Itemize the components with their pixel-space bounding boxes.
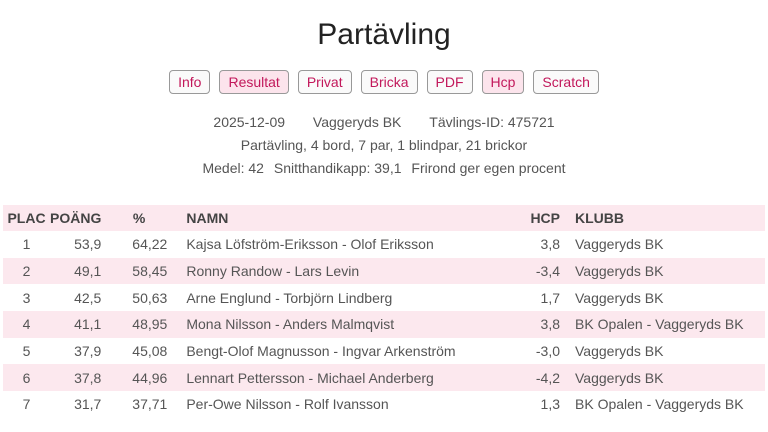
table-cell: 7 <box>22 396 31 413</box>
table-cell: Lennart Pettersson - Michael Anderberg <box>186 369 434 386</box>
event-id: Tävlings-ID: 475721 <box>429 114 555 130</box>
table-cell: 5 <box>22 343 31 360</box>
table-cell: 50,63 <box>132 289 168 306</box>
table-cell: Arne Englund - Torbjörn Lindberg <box>186 289 393 306</box>
table-cell: 1,3 <box>540 396 560 413</box>
table-cell: Vaggeryds BK <box>575 236 664 253</box>
snitthandikapp: Snitthandikapp: 39,1 <box>273 160 402 176</box>
info-button[interactable]: Info <box>169 70 211 94</box>
event-date: 2025-12-09 <box>213 114 286 130</box>
table-cell: Bengt-Olof Magnusson - Ingvar Arkenström <box>186 343 456 360</box>
table-cell: 48,95 <box>132 316 168 333</box>
bricka-button[interactable]: Bricka <box>360 70 418 94</box>
table-cell: Mona Nilsson - Anders Malmqvist <box>186 316 395 333</box>
table-cell: Vaggeryds BK <box>575 343 664 360</box>
table-cell: 37,9 <box>74 343 102 360</box>
table-cell: Vaggeryds BK <box>575 263 664 280</box>
column-header: NAMN <box>186 210 229 226</box>
column-header: % <box>132 210 146 226</box>
table-cell: 58,45 <box>132 263 168 280</box>
table-cell: 3,8 <box>540 316 560 333</box>
privat-button[interactable]: Privat <box>297 70 352 94</box>
table-cell: 49,1 <box>74 263 102 280</box>
table-cell: 1 <box>22 236 31 253</box>
table-cell: 64,22 <box>132 236 168 253</box>
table-cell: Vaggeryds BK <box>575 369 664 386</box>
table-cell: -3,4 <box>535 263 560 280</box>
table-cell: 44,96 <box>132 369 168 386</box>
table-cell: 45,08 <box>132 343 168 360</box>
results-table: PLAC POÄNG% NAMN HCP KLUBB 1 53,9 64,22 Kajsa L… <box>3 205 765 418</box>
event-summary: Partävling, 4 bord, 7 par, 1 blindpar, 2… <box>240 137 528 153</box>
nav-buttons: Info Resultat Privat Bricka PDF Hcp Scra… <box>0 70 768 94</box>
table-cell: -3,0 <box>535 343 560 360</box>
page-title: Partävling <box>317 18 451 51</box>
table-row: 7 31,7 37,71 Per-Owe Nilsson - Rolf Ivansso… <box>3 391 765 418</box>
table-cell: 1,7 <box>540 289 560 306</box>
table-row: 1 53,9 64,22 Kajsa Löfström-Eriksson - Olof… <box>3 231 765 258</box>
table-cell: 6 <box>22 369 31 386</box>
table-header: PLAC POÄNG% NAMN HCP KLUBB <box>3 205 765 231</box>
table-cell: Kajsa Löfström-Eriksson - Olof Eriksson <box>186 236 434 253</box>
table-cell: 41,1 <box>74 316 102 333</box>
event-club: Vaggeryds BK <box>312 114 402 130</box>
table-cell: 2 <box>22 263 31 280</box>
column-header: HCP <box>530 210 560 226</box>
table-cell: Vaggeryds BK <box>575 289 664 306</box>
pdf-button[interactable]: PDF <box>426 70 473 94</box>
table-cell: BK Opalen - Vaggeryds BK <box>575 396 744 413</box>
hcp-button[interactable]: Hcp <box>481 70 525 94</box>
frirond-note: Frirond ger egen procent <box>411 160 566 176</box>
table-cell: BK Opalen - Vaggeryds BK <box>575 316 744 333</box>
table-cell: Per-Owe Nilsson - Rolf Ivansson <box>186 396 389 413</box>
table-cell: -4,2 <box>535 369 560 386</box>
table-cell: 42,5 <box>74 289 102 306</box>
table-cell: 31,7 <box>74 396 102 413</box>
table-cell: 37,8 <box>74 369 102 386</box>
resultat-button[interactable]: Resultat <box>219 70 289 94</box>
table-row: 6 37,8 44,96 Lennart Pettersson - Michael A… <box>3 364 765 392</box>
table-cell: 37,71 <box>132 396 168 413</box>
medel: Medel: 42 <box>202 160 264 176</box>
table-cell: Ronny Randow - Lars Levin <box>186 263 360 280</box>
table-row: 5 37,9 45,08 Bengt-Olof Magnusson - Ingvar … <box>3 338 765 365</box>
table-cell: 4 <box>22 316 31 333</box>
event-stats: Medel: 42 Snitthandikapp: 39,1 Frirond g… <box>0 160 768 176</box>
column-header: POÄNG <box>50 210 102 226</box>
event-info: 2025-12-09 Vaggeryds BK Tävlings-ID: 475… <box>0 114 768 130</box>
table-cell: 53,9 <box>74 236 102 253</box>
table-row: 3 42,5 50,63 Arne Englund - Torbjörn Lindbe… <box>3 284 765 311</box>
column-header: PLAC <box>7 210 46 226</box>
column-header: KLUBB <box>575 210 624 226</box>
table-cell: 3,8 <box>540 236 560 253</box>
table-row: 4 41,1 48,95 Mona Nilsson - Anders Malmqvis… <box>3 311 765 338</box>
table-cell: 3 <box>22 289 31 306</box>
scratch-button[interactable]: Scratch <box>533 70 599 94</box>
table-row: 2 49,1 58,45 Ronny Randow - Lars Levin -3,4 V… <box>3 257 765 285</box>
